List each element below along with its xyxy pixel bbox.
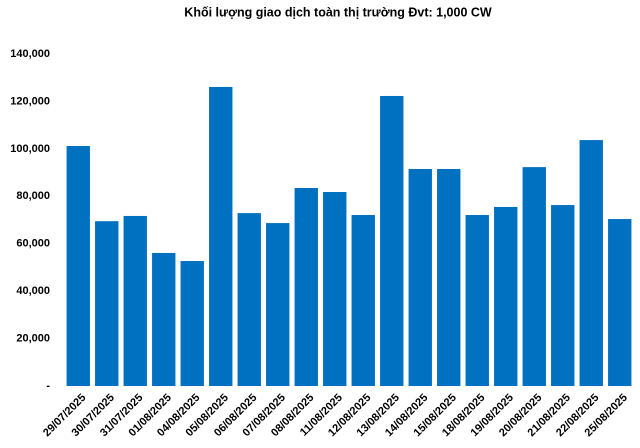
- bar: [351, 215, 375, 386]
- bar: [180, 261, 204, 386]
- bar: [237, 213, 261, 386]
- chart-title: Khối lượng giao dịch toàn thị trường Đvt…: [184, 5, 492, 19]
- bar: [123, 215, 147, 386]
- y-tick-label: 40,000: [16, 285, 50, 297]
- bar: [437, 169, 461, 386]
- y-tick-label: 20,000: [16, 332, 50, 344]
- y-tick-label: 140,000: [10, 48, 50, 60]
- bar: [95, 221, 119, 386]
- bar: [551, 205, 575, 386]
- bar: [380, 95, 404, 386]
- y-tick-label: 100,000: [10, 143, 50, 155]
- y-tick-label: 80,000: [16, 190, 50, 202]
- bar: [579, 140, 603, 386]
- bar: [522, 167, 546, 386]
- bar: [209, 86, 233, 386]
- bar: [608, 219, 632, 386]
- bar: [294, 187, 318, 386]
- bar: [66, 146, 90, 386]
- bar: [152, 252, 176, 386]
- y-tick-label: -: [46, 380, 50, 392]
- y-tick-label: 60,000: [16, 238, 50, 250]
- bar: [465, 215, 489, 386]
- bar: [323, 192, 347, 386]
- y-tick-label: 120,000: [10, 95, 50, 107]
- bar: [266, 223, 290, 386]
- bar: [494, 206, 518, 386]
- bar: [408, 169, 432, 386]
